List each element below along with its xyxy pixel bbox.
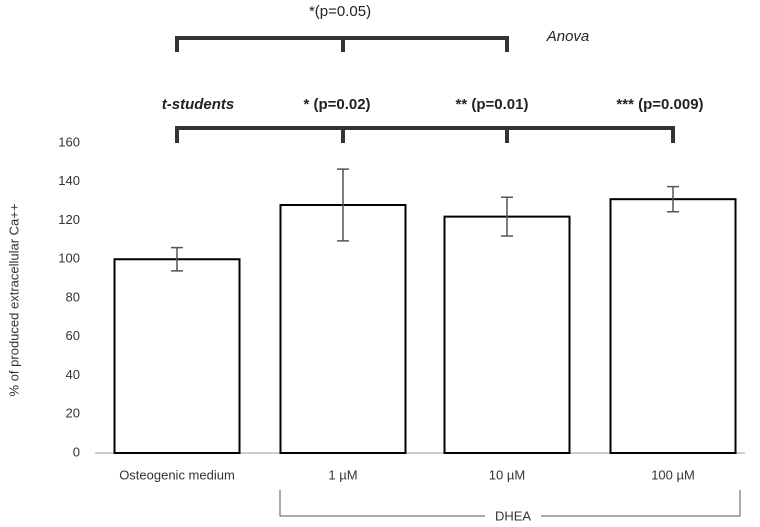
error-bar	[337, 168, 349, 242]
t-test-name: t-students	[162, 96, 235, 113]
t-test-label: * (p=0.02)	[303, 96, 370, 113]
error-bar	[171, 246, 183, 272]
bar	[279, 204, 407, 454]
y-tick-label: 40	[66, 367, 80, 382]
y-axis-label: % of produced extracellular Ca++	[6, 204, 21, 397]
bar	[609, 198, 737, 454]
t-test-label: *** (p=0.009)	[616, 96, 703, 113]
group-bracket	[279, 490, 741, 517]
bar	[113, 258, 241, 454]
anova-bracket	[175, 36, 509, 52]
x-tick-label: 1 µM	[328, 467, 357, 482]
bar	[443, 215, 571, 454]
y-tick-label: 0	[73, 444, 80, 459]
error-bar	[667, 185, 679, 213]
y-tick-label: 100	[58, 251, 80, 266]
y-tick-label: 20	[66, 406, 80, 421]
anova-label: *(p=0.05)	[309, 3, 371, 20]
x-tick-label: 10 µM	[489, 467, 525, 482]
y-tick-label: 140	[58, 173, 80, 188]
error-bar	[501, 196, 513, 237]
anova-test: Anova	[546, 28, 590, 45]
y-tick-label: 80	[66, 289, 80, 304]
x-tick-label: 100 µM	[651, 467, 695, 482]
y-tick-label: 120	[58, 212, 80, 227]
x-tick-label: Osteogenic medium	[119, 467, 235, 482]
group-label: DHEA	[495, 508, 531, 523]
y-tick-label: 160	[58, 134, 80, 149]
t-test-bracket	[175, 126, 675, 143]
t-test-label: ** (p=0.01)	[456, 96, 529, 113]
y-tick-label: 60	[66, 328, 80, 343]
